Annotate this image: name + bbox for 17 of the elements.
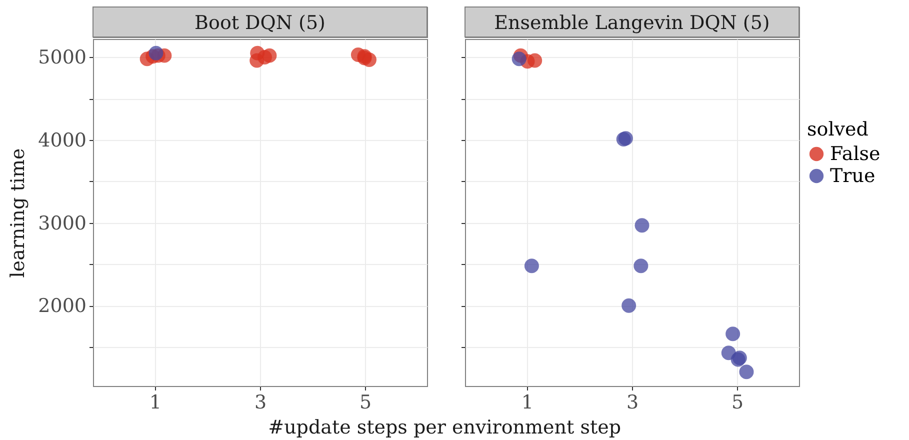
legend-title: solved [807, 118, 868, 140]
x-tick-label: 3 [626, 392, 639, 414]
x-tick-label: 5 [731, 392, 744, 414]
x-tick-label: 1 [149, 392, 162, 414]
chart-title: Ensemble Langevin DQN (5) [494, 12, 770, 34]
y-tick-label: 2000 [38, 295, 86, 318]
y-axis-title: learning time [7, 148, 30, 278]
x-tick-label: 5 [359, 392, 372, 414]
legend-label: False [830, 143, 880, 165]
x-axis-title: #update steps per environment step [268, 416, 622, 438]
y-tick-label: 4000 [38, 130, 86, 152]
chart-title: Boot DQN (5) [194, 12, 326, 34]
y-tick-label: 5000 [38, 46, 86, 69]
x-tick-label: 1 [521, 392, 534, 414]
legend-label: True [830, 165, 876, 187]
y-tick-label: 3000 [38, 212, 86, 234]
x-tick-label: 3 [254, 392, 267, 414]
